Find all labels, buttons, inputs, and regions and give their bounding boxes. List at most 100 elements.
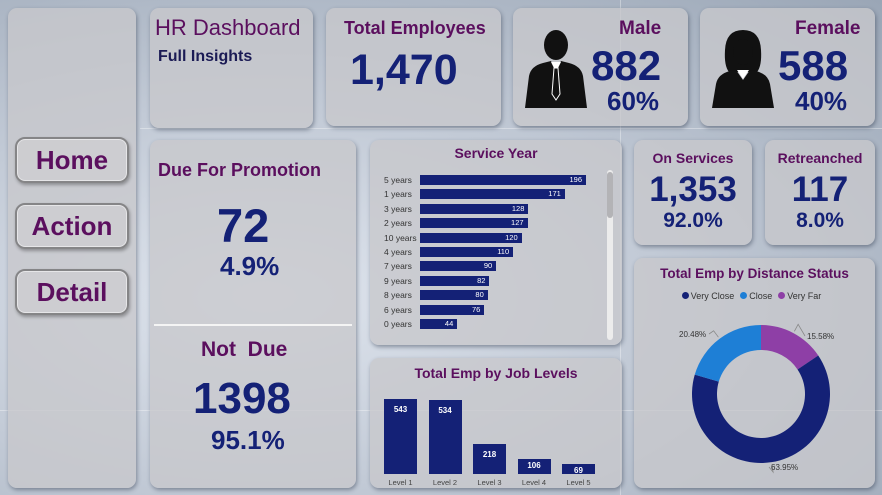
- donut-slice[interactable]: [694, 325, 761, 382]
- service-year-bar[interactable]: 44: [420, 319, 458, 329]
- on-services-label: On Services: [652, 150, 734, 166]
- service-year-bar[interactable]: 110: [420, 247, 514, 257]
- male-label: Male: [619, 18, 662, 39]
- service-year-value-label: 127: [511, 218, 524, 228]
- service-year-bar[interactable]: 90: [420, 261, 497, 272]
- service-year-bar[interactable]: 196: [420, 175, 586, 185]
- distance-status-card: Total Emp by Distance Status Very Close C…: [634, 258, 875, 488]
- service-year-bar[interactable]: 80: [420, 290, 488, 301]
- job-level-value-label: 543: [393, 405, 408, 414]
- donut-data-label: 20.48%: [679, 330, 706, 339]
- job-level-bar[interactable]: 543: [384, 399, 417, 474]
- female-card: Female 588 40%: [700, 8, 875, 126]
- total-employees-card: Total Employees 1,470: [326, 8, 501, 126]
- service-year-title: Service Year: [454, 145, 538, 161]
- service-year-value-label: 110: [497, 247, 510, 256]
- not-due-percent: 95.1%: [211, 425, 285, 455]
- male-value: 882: [591, 42, 662, 89]
- male-percent: 60%: [607, 86, 660, 116]
- job-level-value-label: 218: [482, 449, 497, 459]
- retrenched-card: Retreanched 117 8.0%: [765, 140, 875, 245]
- background-line: [140, 128, 882, 129]
- service-year-row: 5 years 196: [370, 175, 610, 186]
- legend-label: Very Close: [690, 291, 735, 301]
- donut-slice[interactable]: [692, 355, 830, 463]
- service-year-category-label: 6 years: [384, 304, 412, 315]
- service-year-row: 1 years 171: [370, 189, 610, 200]
- scrollbar-track[interactable]: [607, 170, 613, 340]
- job-level-value-label: 69: [574, 466, 583, 476]
- female-percent: 40%: [795, 86, 848, 116]
- service-year-value-label: 82: [477, 275, 486, 285]
- home-button[interactable]: Home: [15, 137, 129, 183]
- job-level-bar[interactable]: 106: [517, 459, 551, 474]
- total-employees-value: 1,470: [350, 46, 458, 94]
- action-button[interactable]: Action: [15, 203, 129, 249]
- service-year-card: Service Year 5 years 196 1 years 171 3 years…: [370, 140, 622, 345]
- service-year-bar[interactable]: 128: [420, 203, 529, 214]
- distance-status-title: Total Emp by Distance Status: [660, 266, 849, 281]
- legend-swatch: [778, 292, 786, 299]
- service-year-value-label: 196: [569, 175, 582, 184]
- donut-leader-line: [768, 464, 774, 474]
- legend-item[interactable]: Very Far: [778, 291, 821, 301]
- legend-swatch: [740, 292, 748, 299]
- job-levels-title: Total Emp by Job Levels: [414, 365, 578, 381]
- service-year-bar[interactable]: 171: [420, 189, 565, 200]
- service-year-category-label: 10 years: [384, 232, 417, 243]
- service-year-bar[interactable]: 82: [420, 275, 490, 286]
- job-level-category-label: Level 2: [432, 478, 458, 487]
- retrenched-label: Retreanched: [777, 150, 863, 166]
- page-title: HR Dashboard: [155, 15, 301, 40]
- donut-leader-line: [708, 330, 719, 338]
- service-year-row: 0 years 44: [370, 319, 610, 330]
- job-level-category-label: Level 4: [521, 478, 547, 487]
- job-levels-chart: 543 Level 1 534 Level 2 218 Level 3 106 Level 4…: [370, 358, 622, 488]
- job-level-bar[interactable]: 218: [473, 443, 506, 474]
- service-year-category-label: 3 years: [384, 203, 412, 214]
- service-year-category-label: 7 years: [384, 261, 412, 272]
- distance-legend: Very Close Close Very Far: [634, 291, 875, 301]
- female-value: 588: [778, 42, 849, 89]
- donut-data-label: 15.58%: [807, 332, 834, 341]
- service-year-category-label: 1 years: [384, 189, 412, 200]
- legend-item[interactable]: Very Close: [681, 291, 735, 301]
- total-employees-label: Total Employees: [344, 18, 486, 38]
- not-due-value: 1398: [193, 374, 291, 423]
- service-year-value-label: 44: [444, 319, 454, 328]
- service-year-bar[interactable]: 127: [420, 218, 528, 229]
- female-person-icon: [712, 30, 774, 108]
- service-year-category-label: 8 years: [384, 290, 412, 301]
- detail-button[interactable]: Detail: [15, 269, 129, 315]
- job-level-bar[interactable]: 534: [428, 400, 462, 474]
- service-year-row: 3 years 128: [370, 203, 610, 215]
- on-services-percent: 92.0%: [663, 209, 723, 232]
- service-year-row: 10 years 120: [370, 232, 610, 244]
- distance-donut-chart: 63.95% 20.48% 15.58%: [679, 323, 834, 474]
- legend-item[interactable]: Close: [740, 291, 772, 301]
- donut-slice[interactable]: [761, 325, 819, 370]
- service-year-value-label: 80: [475, 290, 484, 300]
- service-year-bar[interactable]: 76: [420, 304, 485, 315]
- service-year-value-label: 120: [505, 232, 518, 242]
- service-year-value-label: 90: [483, 261, 493, 271]
- service-year-bar[interactable]: 120: [420, 232, 522, 243]
- legend-swatch: [681, 292, 689, 299]
- service-year-category-label: 4 years: [384, 247, 412, 257]
- female-label: Female: [795, 18, 861, 39]
- male-card: Male 882 60%: [513, 8, 688, 126]
- on-services-card: On Services 1,353 92.0%: [634, 140, 752, 245]
- job-level-category-label: Level 5: [566, 478, 591, 487]
- retrenched-percent: 8.0%: [796, 209, 844, 232]
- due-for-promotion-value: 72: [217, 199, 270, 252]
- not-due-label: Not Due: [201, 338, 288, 361]
- promotion-card: Due For Promotion 72 4.9% Not Due 1398 9…: [150, 140, 356, 488]
- job-level-bar[interactable]: 69: [562, 464, 595, 476]
- service-year-category-label: 0 years: [384, 319, 412, 329]
- donut-leader-line: [794, 323, 806, 337]
- donut-data-label: 63.95%: [771, 463, 798, 472]
- legend-label: Very Far: [787, 291, 822, 301]
- job-level-category-label: Level 3: [477, 478, 502, 487]
- scrollbar-thumb[interactable]: [607, 172, 613, 218]
- due-for-promotion-label: Due For Promotion: [158, 160, 321, 180]
